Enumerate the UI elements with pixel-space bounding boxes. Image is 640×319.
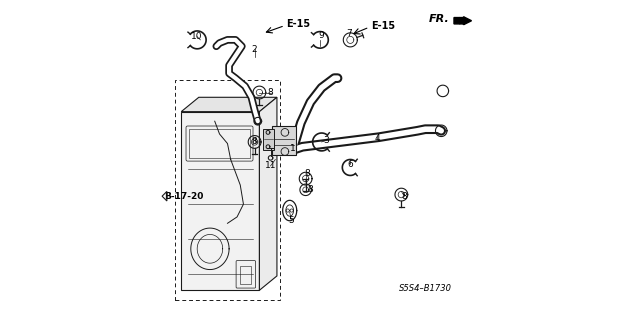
Text: 7: 7 bbox=[346, 29, 351, 38]
Polygon shape bbox=[259, 97, 277, 290]
Text: 8: 8 bbox=[268, 88, 273, 97]
Polygon shape bbox=[181, 97, 277, 112]
Text: FR.: FR. bbox=[428, 14, 449, 24]
Text: 5: 5 bbox=[289, 216, 294, 225]
FancyArrow shape bbox=[454, 17, 472, 25]
Polygon shape bbox=[272, 126, 296, 155]
Text: 8: 8 bbox=[252, 137, 257, 146]
Text: 3: 3 bbox=[323, 136, 329, 145]
Text: S5S4–B1730: S5S4–B1730 bbox=[399, 284, 452, 293]
Text: 4: 4 bbox=[374, 134, 380, 143]
Text: 10: 10 bbox=[191, 32, 203, 41]
Text: 6: 6 bbox=[348, 160, 353, 169]
Polygon shape bbox=[262, 129, 274, 150]
Text: 8: 8 bbox=[402, 192, 408, 201]
Text: E-15: E-15 bbox=[371, 20, 395, 31]
Text: E-15: E-15 bbox=[287, 19, 310, 29]
Text: 2: 2 bbox=[252, 45, 257, 54]
Text: 9: 9 bbox=[319, 31, 324, 40]
Text: 1: 1 bbox=[290, 144, 296, 153]
Text: B-17-20: B-17-20 bbox=[164, 192, 203, 201]
Text: 8: 8 bbox=[305, 169, 310, 178]
Text: 8: 8 bbox=[308, 185, 314, 194]
Polygon shape bbox=[181, 112, 259, 290]
Text: 11: 11 bbox=[265, 161, 276, 170]
